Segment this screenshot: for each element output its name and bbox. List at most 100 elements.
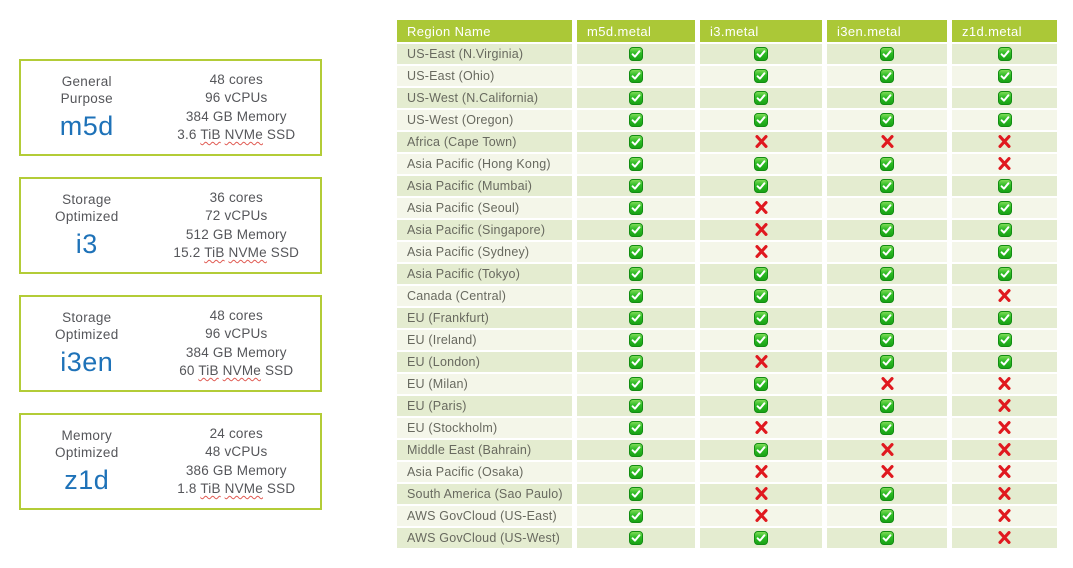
availability-cell xyxy=(952,484,1057,506)
instance-card: Memory Optimized z1d 24 cores 48 vCPUs 386… xyxy=(19,413,322,510)
spec-line: 72 vCPUs xyxy=(205,208,268,223)
column-header-m5d-metal: m5d.metal xyxy=(577,20,700,44)
check-icon xyxy=(997,199,1012,216)
availability-cell xyxy=(577,220,700,242)
availability-cell xyxy=(827,330,952,352)
table-header-row: Region Name m5d.metal i3.metal i3en.meta… xyxy=(397,20,1057,44)
card-instance-name: i3 xyxy=(75,229,98,259)
spec-line: 60 TiB NVMe SSD xyxy=(179,363,294,378)
check-icon xyxy=(754,67,768,84)
check-icon xyxy=(880,507,894,524)
check-icon xyxy=(629,177,643,194)
check-icon xyxy=(880,309,894,326)
availability-cell xyxy=(952,264,1057,286)
availability-cell xyxy=(700,440,827,462)
check-icon xyxy=(754,155,768,172)
availability-cell xyxy=(700,88,827,110)
x-icon xyxy=(998,441,1011,458)
x-icon xyxy=(880,133,894,150)
region-cell: AWS GovCloud (US-East) xyxy=(397,506,577,528)
availability-cell xyxy=(827,220,952,242)
check-icon xyxy=(880,67,894,84)
table-row: US-West (Oregon) xyxy=(397,110,1057,132)
spec-line: 96 vCPUs xyxy=(205,326,268,341)
availability-cell xyxy=(700,110,827,132)
availability-cell xyxy=(700,396,827,418)
region-cell: Asia Pacific (Sydney) xyxy=(397,242,577,264)
table-row: Asia Pacific (Mumbai) xyxy=(397,176,1057,198)
check-icon xyxy=(880,353,894,370)
check-icon xyxy=(629,155,643,172)
card-instance-name: z1d xyxy=(64,465,110,495)
x-icon xyxy=(754,419,768,436)
availability-cell xyxy=(700,506,827,528)
table-row: Asia Pacific (Sydney) xyxy=(397,242,1057,264)
card-category: Storage Optimized xyxy=(55,310,119,342)
instance-card: Storage Optimized i3 36 cores 72 vCPUs 512… xyxy=(19,177,322,274)
spec-line: 15.2 TiB NVMe SSD xyxy=(173,245,300,260)
availability-cell xyxy=(827,506,952,528)
region-cell: US-West (N.California) xyxy=(397,88,577,110)
check-icon xyxy=(997,265,1012,282)
table-row: AWS GovCloud (US-West) xyxy=(397,528,1057,550)
check-icon xyxy=(629,89,643,106)
availability-cell xyxy=(700,308,827,330)
check-icon xyxy=(754,331,768,348)
availability-cell xyxy=(952,44,1057,66)
x-icon xyxy=(754,133,768,150)
check-icon xyxy=(629,331,643,348)
availability-cell xyxy=(700,132,827,154)
check-icon xyxy=(880,45,894,62)
x-icon xyxy=(998,397,1011,414)
region-cell: Canada (Central) xyxy=(397,286,577,308)
check-icon xyxy=(754,441,768,458)
check-icon xyxy=(629,309,643,326)
availability-cell xyxy=(700,242,827,264)
availability-cell xyxy=(827,154,952,176)
availability-cell xyxy=(577,330,700,352)
spec-line: 48 cores xyxy=(209,71,263,87)
availability-cell xyxy=(952,110,1057,132)
x-icon xyxy=(754,243,768,260)
spec-line: 3.6 TiB NVMe SSD xyxy=(177,127,296,142)
availability-cell xyxy=(700,198,827,220)
availability-cell xyxy=(827,242,952,264)
check-icon xyxy=(880,419,894,436)
availability-cell xyxy=(577,506,700,528)
region-cell: EU (Ireland) xyxy=(397,330,577,352)
check-icon xyxy=(997,111,1012,128)
check-icon xyxy=(629,45,643,62)
check-icon xyxy=(997,89,1012,106)
x-icon xyxy=(880,375,894,392)
region-cell: Asia Pacific (Hong Kong) xyxy=(397,154,577,176)
card-left: General Purpose m5d xyxy=(21,73,153,142)
availability-cell xyxy=(827,110,952,132)
spec-line: 36 cores xyxy=(209,189,263,205)
check-icon xyxy=(880,177,894,194)
check-icon xyxy=(880,287,894,304)
availability-cell xyxy=(577,66,700,88)
table-row: Asia Pacific (Seoul) xyxy=(397,198,1057,220)
x-icon xyxy=(998,419,1011,436)
region-cell: EU (Stockholm) xyxy=(397,418,577,440)
region-cell: Asia Pacific (Seoul) xyxy=(397,198,577,220)
x-icon xyxy=(754,507,768,524)
check-icon xyxy=(629,397,643,414)
availability-cell xyxy=(952,198,1057,220)
region-cell: AWS GovCloud (US-West) xyxy=(397,528,577,550)
table-row: EU (Milan) xyxy=(397,374,1057,396)
column-header-i3-metal: i3.metal xyxy=(700,20,827,44)
check-icon xyxy=(629,375,643,392)
availability-cell xyxy=(952,374,1057,396)
check-icon xyxy=(754,177,768,194)
table-row: Asia Pacific (Hong Kong) xyxy=(397,154,1057,176)
availability-cell xyxy=(577,176,700,198)
region-cell: Asia Pacific (Tokyo) xyxy=(397,264,577,286)
card-left: Storage Optimized i3 xyxy=(21,191,153,260)
check-icon xyxy=(629,529,643,546)
x-icon xyxy=(754,463,768,480)
availability-cell xyxy=(577,198,700,220)
region-cell: Middle East (Bahrain) xyxy=(397,440,577,462)
availability-cell xyxy=(700,330,827,352)
availability-cell xyxy=(827,374,952,396)
